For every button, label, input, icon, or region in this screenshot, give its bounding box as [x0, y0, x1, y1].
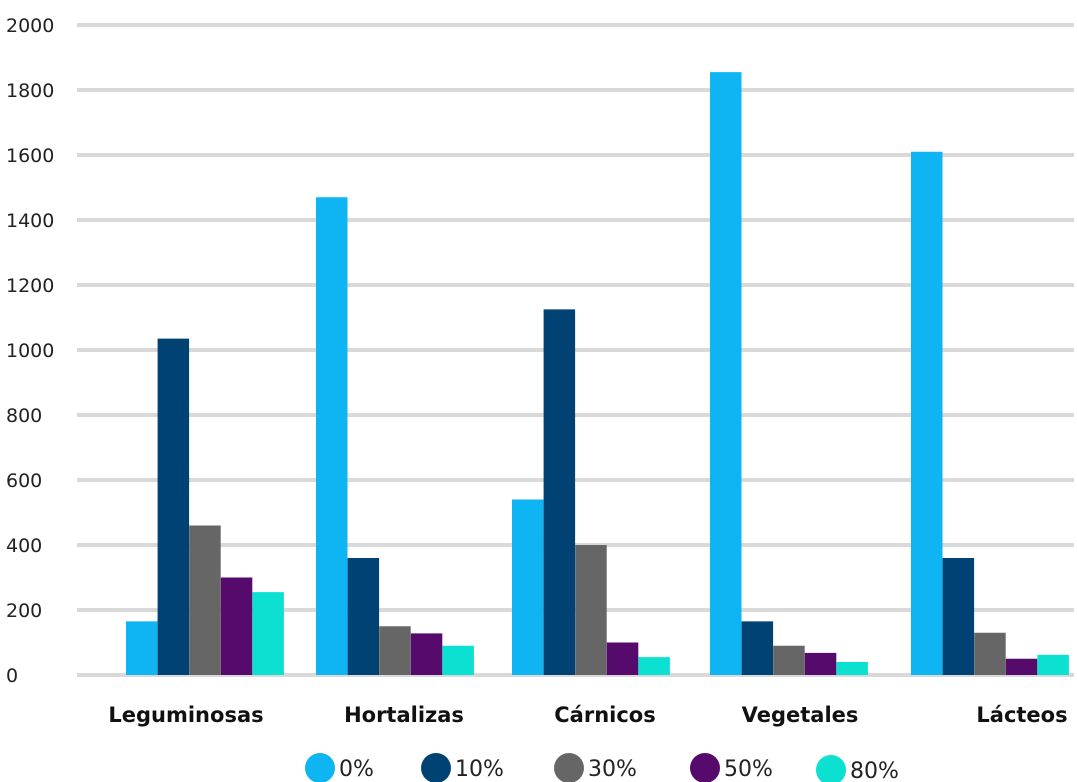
- y-tick-label: 2000: [6, 15, 54, 37]
- y-tick-label: 1800: [6, 80, 54, 102]
- legend-swatch: [421, 753, 451, 782]
- x-category-label: Leguminosas: [108, 703, 263, 727]
- bar-0pct-vegetales: [710, 72, 742, 675]
- x-axis-categories: Leguminosas Hortalizas Cárnicos Vegetales Lá…: [108, 703, 1067, 727]
- bar-0pct-cárnicos: [512, 499, 544, 675]
- legend-label: 80%: [850, 759, 899, 782]
- bar-0pct-hortalizas: [316, 197, 348, 675]
- bar-50pct-vegetales: [804, 652, 837, 675]
- bar-10pct-cárnicos: [543, 309, 576, 675]
- bar-30pct-hortalizas: [379, 626, 411, 675]
- legend-swatch: [690, 753, 720, 782]
- legend-label: 30%: [588, 757, 637, 782]
- bar-30pct-vegetales: [773, 645, 805, 675]
- bar-80pct-hortalizas: [442, 645, 474, 675]
- legend-swatch: [554, 753, 584, 782]
- bar-80pct-lácteos: [1037, 654, 1069, 675]
- y-tick-label: 200: [6, 600, 42, 622]
- bar-10pct-leguminosas: [157, 338, 190, 675]
- x-category-label: Vegetales: [742, 703, 859, 727]
- bar-50pct-cárnicos: [606, 642, 639, 675]
- bar-30pct-leguminosas: [189, 525, 221, 675]
- bar-50pct-lácteos: [1005, 658, 1038, 675]
- y-tick-label: 600: [6, 470, 42, 492]
- bar-30pct-cárnicos: [575, 545, 607, 675]
- bar-10pct-vegetales: [741, 621, 774, 675]
- y-tick-label: 1600: [6, 145, 54, 167]
- bar-50pct-hortalizas: [410, 633, 443, 675]
- bar-10pct-hortalizas: [347, 558, 380, 675]
- y-tick-label: 1000: [6, 340, 54, 362]
- bar-30pct-lácteos: [974, 632, 1006, 675]
- bar-0pct-lácteos: [911, 151, 943, 675]
- y-tick-label: 1400: [6, 210, 54, 232]
- legend-label: 50%: [724, 757, 773, 782]
- x-category-label: Cárnicos: [554, 703, 655, 727]
- bar-80pct-cárnicos: [638, 657, 670, 675]
- y-tick-label: 400: [6, 535, 42, 557]
- legend: 0% 10% 30% 50% 80%: [305, 753, 899, 782]
- y-axis-ticks: 0 200 400 600 800 1000 1200 1400 1600 1800 2000: [6, 15, 54, 687]
- x-category-label: Hortalizas: [344, 703, 464, 727]
- x-category-label: Lácteos: [976, 703, 1067, 727]
- legend-swatch: [816, 755, 846, 782]
- bar-series: [126, 72, 1069, 675]
- y-tick-label: 1200: [6, 275, 54, 297]
- bar-80pct-leguminosas: [252, 592, 284, 675]
- y-tick-label: 800: [6, 405, 42, 427]
- legend-label: 0%: [339, 757, 374, 782]
- legend-swatch: [305, 753, 335, 782]
- bar-0pct-leguminosas: [126, 621, 158, 675]
- bar-80pct-vegetales: [836, 662, 868, 675]
- legend-label: 10%: [455, 757, 504, 782]
- bar-10pct-lácteos: [942, 558, 975, 675]
- y-tick-label: 0: [6, 665, 18, 687]
- bar-50pct-leguminosas: [220, 577, 253, 675]
